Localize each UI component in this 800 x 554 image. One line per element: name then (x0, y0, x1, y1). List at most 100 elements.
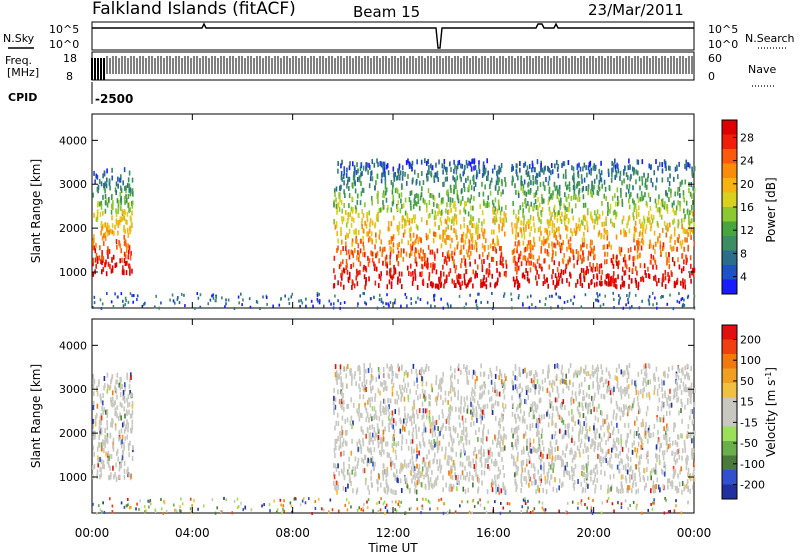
data-point (453, 221, 455, 227)
data-point (337, 280, 339, 286)
data-point (551, 274, 553, 280)
data-point (445, 208, 447, 214)
data-point (591, 278, 593, 284)
data-point (120, 205, 122, 211)
data-point (385, 482, 388, 488)
data-point (450, 436, 453, 442)
data-point (365, 166, 367, 172)
data-point (383, 449, 385, 455)
data-point (500, 373, 503, 379)
data-point (660, 406, 663, 412)
data-point (93, 170, 95, 176)
data-point (545, 297, 547, 301)
data-point (370, 195, 373, 201)
data-point (525, 224, 527, 230)
data-point (663, 380, 665, 386)
data-point (115, 218, 118, 224)
data-point (561, 306, 563, 310)
data-point (480, 437, 483, 443)
data-point (433, 196, 436, 202)
data-point (629, 247, 632, 253)
data-point (501, 179, 503, 185)
data-point (405, 251, 408, 257)
data-point (419, 298, 422, 302)
data-point (585, 371, 588, 377)
data-point (334, 452, 336, 458)
data-point (497, 202, 500, 208)
data-point (690, 263, 692, 269)
data-point (471, 409, 473, 415)
data-point (484, 238, 487, 244)
data-point (345, 173, 348, 179)
data-point (422, 413, 425, 419)
data-point (381, 442, 383, 448)
data-point (249, 305, 252, 309)
data-point (424, 389, 426, 395)
data-point (518, 383, 521, 389)
data-point (340, 249, 342, 255)
data-point (548, 206, 551, 212)
data-point (388, 373, 390, 379)
data-point (393, 176, 396, 182)
data-point (579, 452, 581, 458)
data-point (542, 369, 544, 375)
data-point (659, 417, 662, 423)
data-point (478, 218, 480, 224)
data-point (657, 406, 659, 412)
data-point (129, 440, 131, 446)
data-point (562, 161, 565, 167)
data-point (572, 194, 575, 200)
data-point (407, 462, 410, 468)
data-point (395, 442, 398, 448)
data-point (579, 388, 581, 394)
data-point (416, 373, 418, 379)
data-point (392, 489, 394, 495)
data-point (397, 200, 399, 206)
data-point (483, 164, 486, 170)
data-point (540, 230, 542, 236)
data-point (369, 176, 372, 182)
data-point (628, 283, 630, 289)
data-point (415, 389, 418, 395)
data-point (638, 240, 641, 246)
data-point (470, 250, 472, 256)
data-point (129, 427, 132, 433)
data-point (108, 475, 110, 481)
data-point (123, 460, 126, 466)
data-point (655, 302, 658, 306)
data-point (612, 254, 615, 260)
data-point (637, 285, 640, 291)
data-point (384, 179, 387, 185)
data-point (332, 400, 335, 406)
data-point (623, 270, 626, 276)
data-point (353, 374, 356, 380)
data-point (352, 402, 355, 408)
data-point (98, 255, 101, 261)
data-point (456, 244, 459, 250)
data-point (372, 439, 374, 445)
data-point (614, 174, 616, 180)
data-point (363, 252, 366, 258)
data-point (378, 234, 381, 240)
data-point (487, 170, 489, 176)
data-point (548, 294, 551, 298)
data-point (650, 222, 653, 228)
data-point (351, 241, 353, 247)
data-point (433, 425, 436, 431)
data-point (346, 179, 349, 185)
data-point (374, 263, 376, 269)
data-point (609, 276, 612, 282)
data-point (474, 391, 476, 397)
data-point (669, 388, 671, 394)
data-point (107, 462, 110, 468)
data-point (361, 217, 363, 223)
data-point (504, 177, 506, 183)
data-point (489, 448, 492, 454)
data-point (417, 193, 419, 199)
data-point (652, 432, 655, 438)
data-point (668, 181, 671, 187)
data-point (619, 296, 621, 300)
data-point (125, 270, 128, 276)
data-point (531, 167, 533, 173)
data-point (457, 365, 460, 371)
